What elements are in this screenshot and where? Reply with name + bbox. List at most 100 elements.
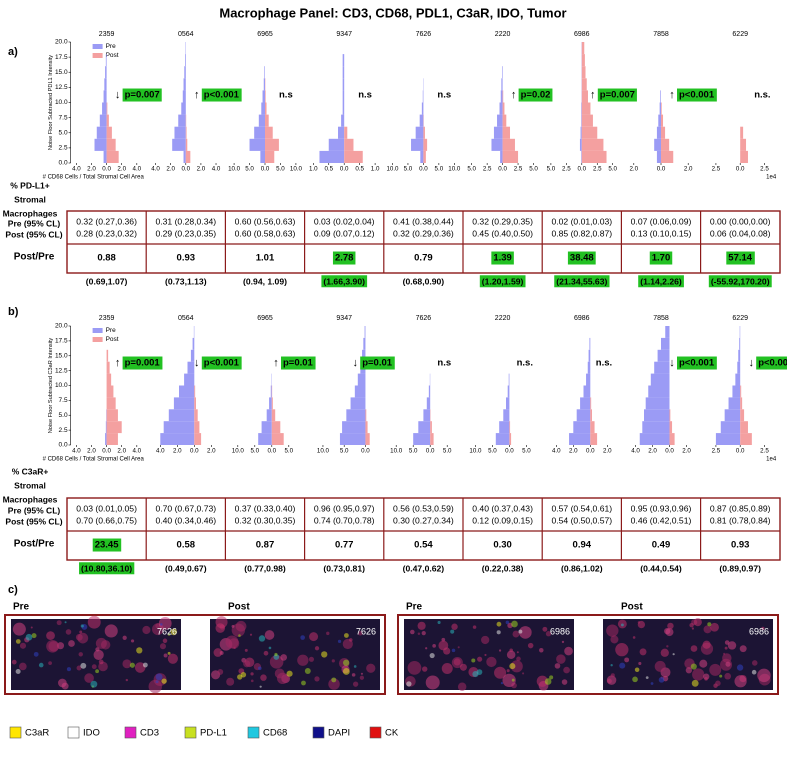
- ratio-cell: 0.88: [97, 253, 116, 264]
- micrograph-texture: [724, 672, 732, 680]
- micrograph-texture: [167, 633, 171, 636]
- sample-id: 6965: [257, 31, 273, 38]
- micrograph-texture: [620, 623, 624, 627]
- micrograph-texture: [274, 652, 278, 657]
- p-value: n.s: [437, 90, 451, 101]
- legend-label: Pre: [106, 327, 117, 334]
- sample-id: 9347: [336, 31, 352, 38]
- pre-bar: [105, 433, 107, 445]
- x-tick-label: 2.5: [562, 166, 571, 173]
- pre-bar: [506, 397, 510, 410]
- pre-bar: [342, 66, 345, 79]
- sample-id: 7858: [653, 31, 669, 38]
- micrograph-texture: [134, 662, 146, 673]
- micrograph-texture: [162, 638, 168, 644]
- y-tick-label: 2.5: [59, 427, 68, 434]
- micrograph-texture: [250, 679, 254, 683]
- pre-bar: [261, 102, 265, 115]
- table-border: [66, 210, 781, 274]
- post-cell: 0.74 (0.70,0.78): [314, 515, 375, 525]
- micrograph-texture: [155, 673, 163, 681]
- micrograph-texture: [539, 647, 544, 653]
- micrograph-texture: [727, 641, 737, 650]
- micrograph-texture: [46, 639, 59, 653]
- post-bar: [265, 150, 275, 163]
- pre-bar: [263, 78, 265, 91]
- micrograph-texture: [61, 682, 69, 690]
- post-bar: [106, 421, 122, 434]
- micrograph-texture: [685, 667, 693, 674]
- post-bar: [430, 421, 432, 434]
- pre-bar: [269, 397, 272, 410]
- micrograph-texture: [619, 662, 626, 669]
- micrograph-texture: [704, 677, 708, 681]
- pre-bar: [254, 126, 265, 139]
- p-value: n.s: [358, 90, 372, 101]
- x-tick-label: 2.0: [629, 166, 638, 173]
- pre-bar: [656, 150, 661, 163]
- y-axis-label: Noise Floor Subtracted C3aR Intensity: [48, 338, 54, 434]
- post-bar: [502, 114, 507, 127]
- micrograph-texture: [450, 629, 455, 634]
- micrograph-texture: [161, 678, 167, 684]
- pre-bar: [160, 433, 195, 445]
- post-bar: [106, 102, 108, 115]
- post-bar: [365, 433, 370, 445]
- x-tick-label: 10.0: [386, 166, 399, 173]
- micrograph-texture: [48, 661, 52, 665]
- pre-cell: 0.00 (0.00,0.00): [710, 216, 771, 226]
- x-tick-label: 0.0: [261, 166, 270, 173]
- y-tick-label: 20.0: [55, 39, 68, 46]
- ratio-cell: 0.94: [573, 540, 592, 551]
- ci-cell: (0.44,0.54): [640, 563, 682, 573]
- post-cell: 0.46 (0.42,0.51): [631, 515, 692, 525]
- pre-bar: [103, 150, 107, 163]
- micrograph-texture: [104, 624, 118, 638]
- post-bar: [265, 126, 273, 139]
- micrograph-texture: [79, 630, 83, 634]
- micrograph-texture: [286, 670, 293, 677]
- image-sample-id: 7626: [157, 626, 177, 636]
- pre-bar: [342, 421, 366, 434]
- micrograph-texture: [357, 630, 363, 636]
- y-tick-label: 12.5: [55, 84, 68, 91]
- x-tick-label: 2.0: [197, 166, 206, 173]
- highlight: [92, 538, 122, 552]
- micrograph-texture: [90, 680, 98, 688]
- x-tick-label: 5.0: [409, 448, 418, 455]
- micrograph-texture: [148, 679, 162, 694]
- post-cell: 0.81 (0.78,0.84): [710, 515, 771, 525]
- micrograph-texture: [638, 661, 642, 665]
- pre-bar: [657, 349, 670, 362]
- pre-cell: 0.31 (0.28,0.34): [155, 216, 216, 226]
- micrograph-texture: [610, 635, 619, 644]
- micrograph-texture: [30, 626, 33, 629]
- post-cell: 0.60 (0.58,0.63): [235, 228, 296, 238]
- micrograph-texture: [66, 667, 72, 672]
- micrograph-texture: [691, 679, 699, 687]
- micrograph-texture: [228, 638, 240, 649]
- x-tick-label: 0.0: [736, 448, 745, 455]
- ratio-cell: 2.78: [335, 253, 354, 264]
- micrograph-texture: [158, 616, 172, 630]
- micrograph-texture: [260, 674, 267, 681]
- image-label: Pre: [13, 602, 30, 613]
- micrograph-texture: [544, 678, 552, 685]
- y-tick-label: 10.0: [55, 382, 68, 389]
- x-tick-label: 2.0: [207, 448, 216, 455]
- post-bar: [669, 409, 671, 422]
- micrograph-texture: [163, 653, 168, 658]
- highlight: [649, 251, 673, 265]
- pre-cell: 0.32 (0.29,0.35): [472, 216, 533, 226]
- post-bar: [106, 349, 109, 362]
- micrograph-texture: [425, 647, 428, 650]
- post-bar: [590, 421, 595, 434]
- pre-bar: [163, 421, 195, 434]
- pre-bar: [661, 337, 670, 350]
- p-value: p<0.001: [758, 358, 787, 369]
- pre-bar: [588, 349, 591, 362]
- post-bar: [661, 114, 664, 127]
- micrograph-texture: [610, 673, 615, 678]
- pre-bar: [420, 150, 424, 163]
- post-bar: [661, 102, 662, 115]
